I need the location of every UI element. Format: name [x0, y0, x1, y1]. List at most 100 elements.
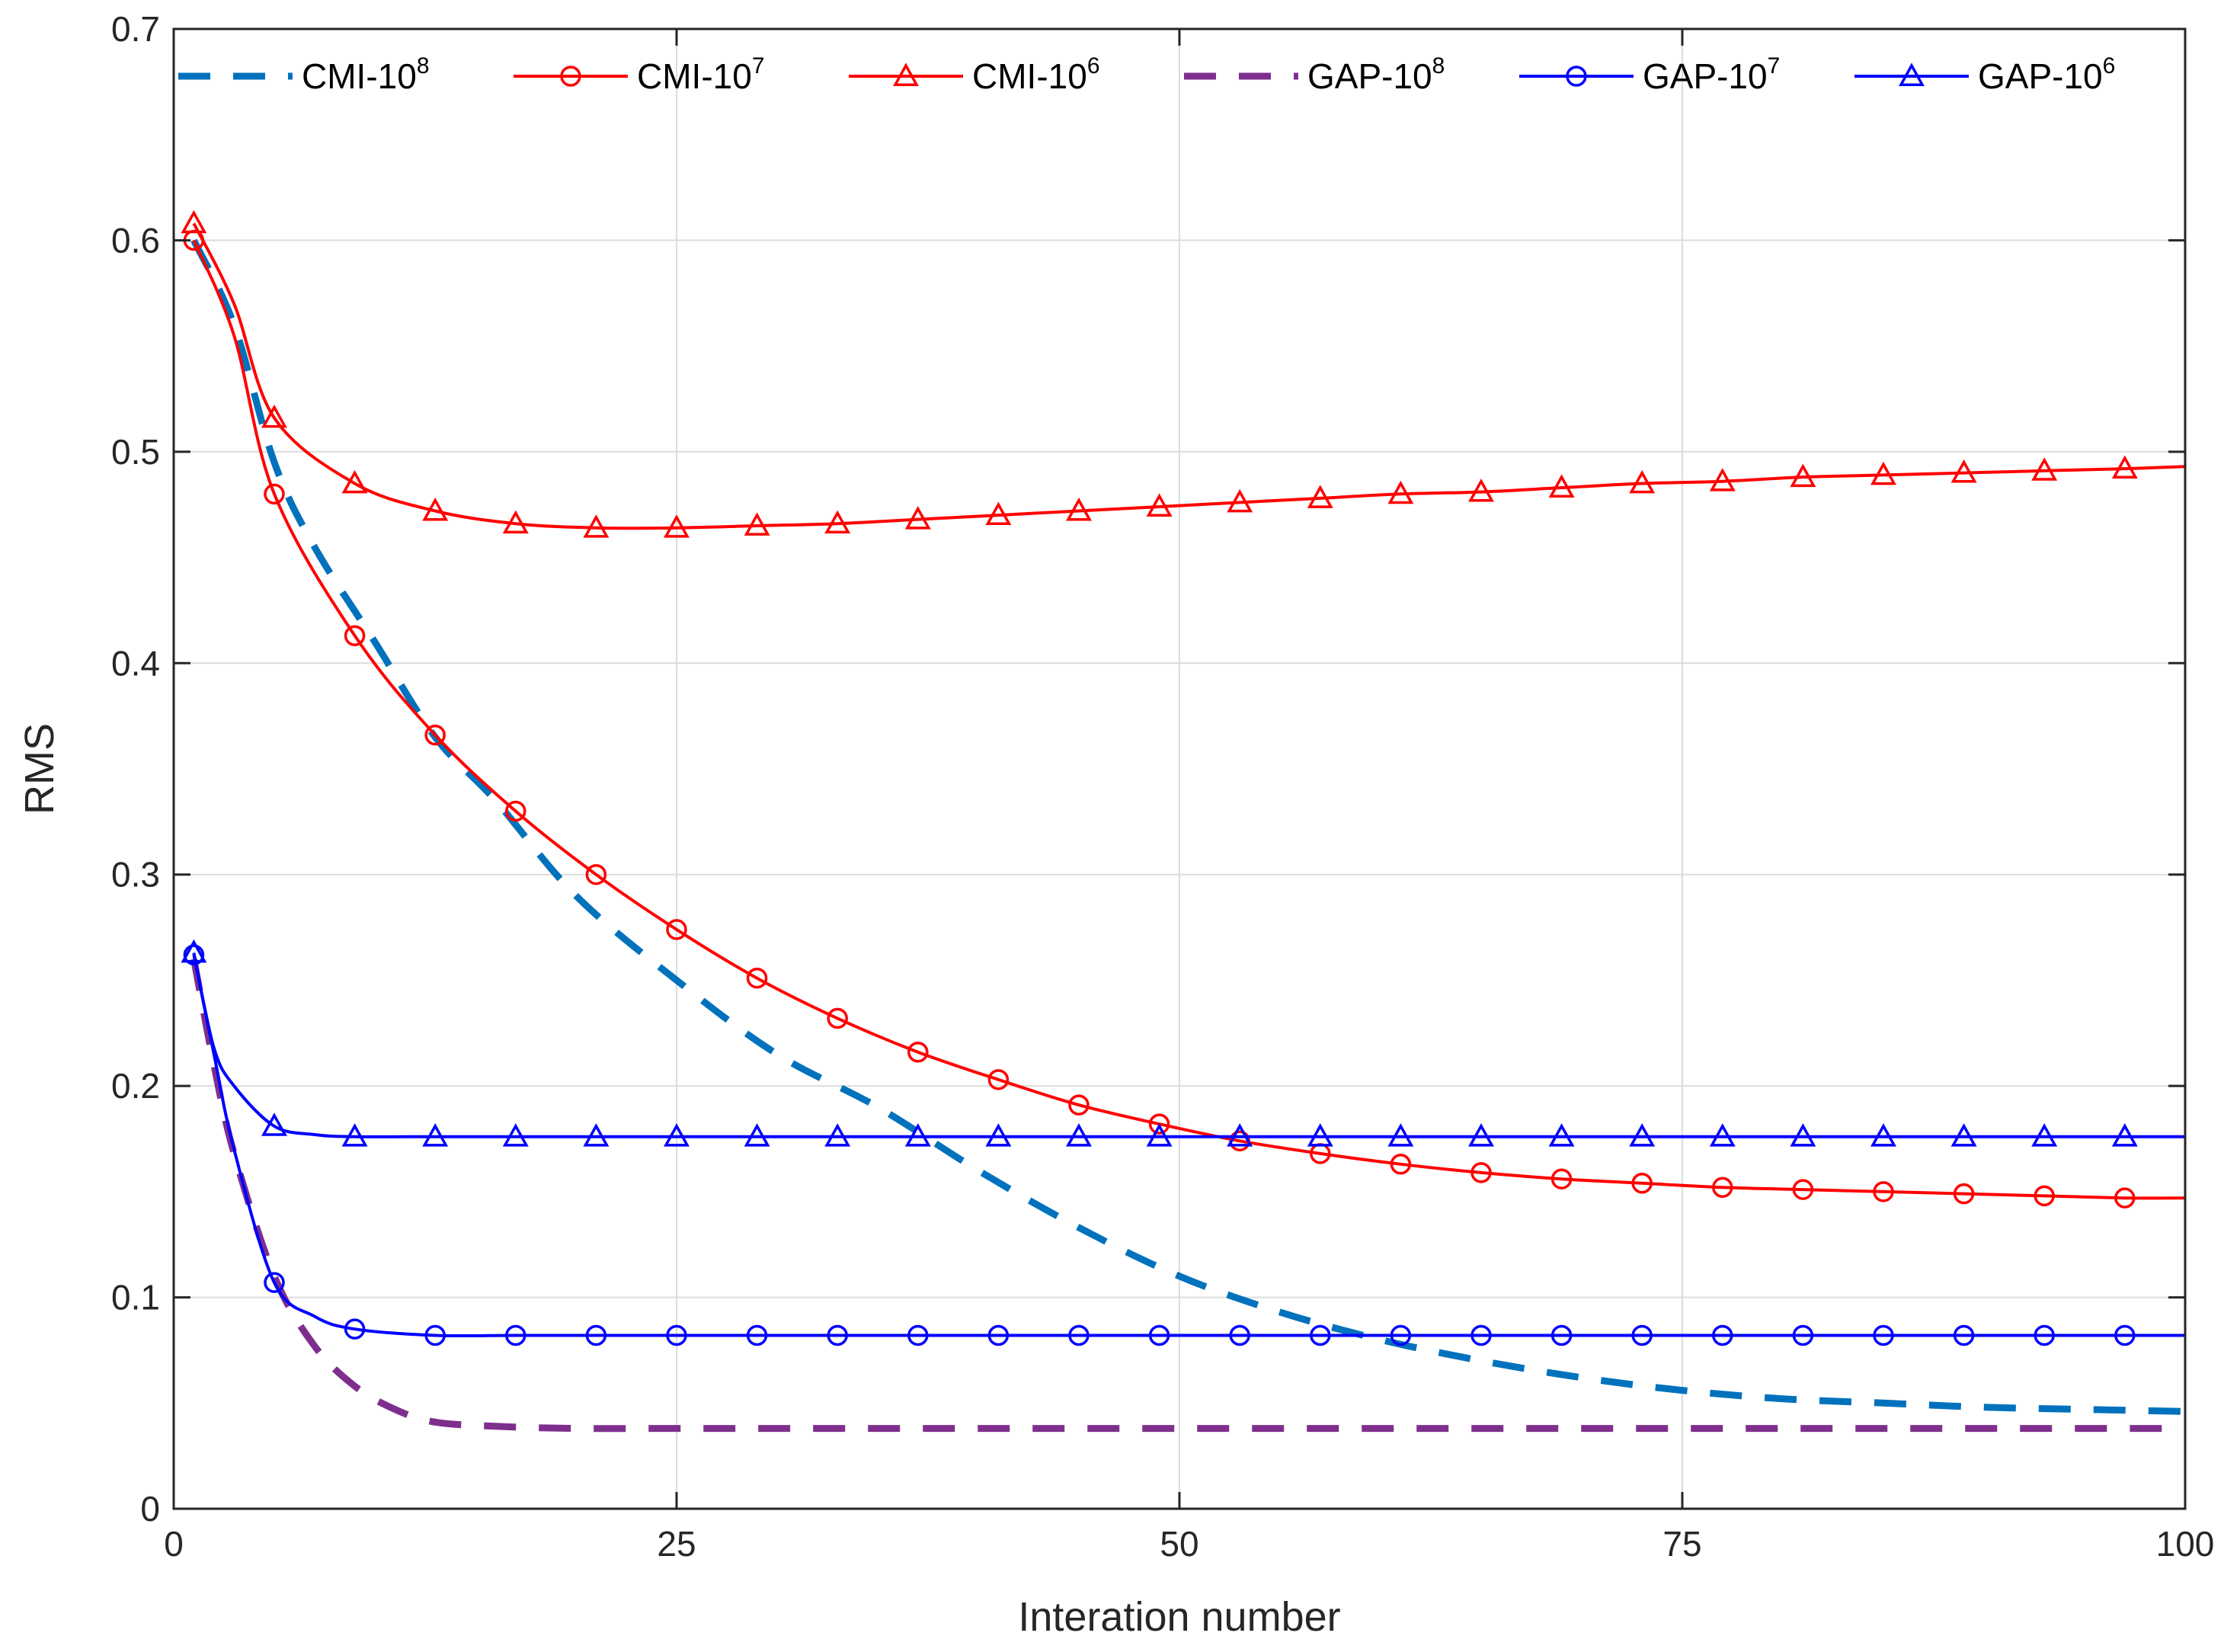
series-gap-10-8 [190, 958, 2185, 1433]
data-point-marker [666, 919, 687, 940]
data-point-marker [904, 506, 931, 530]
data-point-marker [1870, 461, 1896, 485]
data-point-marker [827, 1007, 848, 1029]
data-point-marker [1146, 1123, 1173, 1147]
data-point-marker [1548, 474, 1575, 498]
data-point-marker [585, 863, 607, 885]
legend-item: GAP-107 [1519, 53, 1780, 96]
y-axis-label: RMS [17, 723, 62, 815]
legend: CMI-108 CMI-107 CMI-106 GAP-108 GAP-107 GAP-1… [178, 53, 2115, 96]
legend-marker [560, 66, 581, 87]
y-tick-label: 0.3 [111, 855, 160, 895]
series-line [192, 239, 2186, 1200]
data-point-marker [1629, 1123, 1656, 1147]
data-point-marker [2114, 1324, 2136, 1346]
data-point-marker [183, 944, 205, 965]
series-layer [181, 210, 2186, 1433]
data-point-marker [1873, 1324, 1894, 1346]
data-point-marker [2111, 1123, 2138, 1147]
data-point-marker [1390, 1154, 1412, 1175]
data-point-marker [1631, 1173, 1653, 1194]
data-point-marker [827, 1324, 848, 1346]
data-point-marker [824, 1123, 851, 1147]
legend-item: GAP-106 [1854, 53, 2115, 96]
legend-item: CMI-106 [849, 53, 1100, 96]
data-point-marker [1873, 1181, 1894, 1202]
data-point-marker [985, 501, 1012, 526]
x-tick-label: 75 [1662, 1524, 1701, 1564]
data-point-marker [585, 1324, 607, 1346]
data-point-marker [1068, 1094, 1090, 1116]
data-point-marker [1470, 1324, 1492, 1346]
data-point-marker [424, 1324, 446, 1346]
data-point-marker [1468, 478, 1494, 502]
data-point-marker [1468, 1123, 1494, 1147]
series-line [192, 223, 2186, 530]
data-point-marker [1790, 463, 1816, 488]
data-point-marker [1227, 1123, 1253, 1147]
data-point-marker [1387, 480, 1414, 504]
y-tick-label: 0.7 [111, 9, 160, 49]
axis-ticks: 0 0.1 0.2 0.3 0.4 0.5 0.6 0.7 0 25 50 75 100 [111, 9, 2214, 1564]
data-point-marker [502, 1123, 529, 1147]
data-point-marker [2114, 1187, 2136, 1209]
data-point-marker [1792, 1324, 1814, 1346]
y-tick-label: 0.4 [111, 643, 160, 683]
data-point-marker [261, 404, 287, 428]
legend-label: GAP-106 [1978, 53, 2115, 96]
data-point-marker [2034, 1324, 2055, 1346]
data-point-marker [1548, 1123, 1575, 1147]
series-gap-10-6 [181, 939, 2185, 1147]
data-point-marker [583, 1123, 610, 1147]
data-point-marker [261, 1113, 287, 1136]
legend-item: GAP-108 [1184, 53, 1445, 96]
data-point-marker [1712, 1324, 1733, 1346]
data-point-marker [422, 1123, 449, 1147]
data-point-marker [744, 1123, 770, 1147]
data-point-marker [583, 514, 610, 538]
y-tick-label: 0.6 [111, 220, 160, 260]
data-point-marker [1146, 493, 1173, 517]
data-point-marker [264, 1272, 285, 1293]
data-point-marker [666, 1324, 687, 1346]
series-line [192, 954, 2185, 1338]
data-point-marker [1068, 1324, 1090, 1346]
legend-item: CMI-108 [178, 53, 430, 96]
data-point-marker [907, 1324, 929, 1346]
series-cmi-10-8 [190, 239, 2186, 1415]
data-point-marker [987, 1324, 1010, 1346]
data-point-marker [505, 800, 526, 822]
data-point-marker [664, 514, 690, 538]
data-point-marker [1870, 1123, 1896, 1147]
x-tick-label: 50 [1160, 1524, 1198, 1564]
legend-item: CMI-107 [514, 53, 765, 96]
data-point-marker [1066, 497, 1092, 521]
data-point-marker [746, 1324, 768, 1346]
data-point-marker [344, 1318, 366, 1340]
data-point-marker [1790, 1123, 1816, 1147]
data-point-marker [1307, 1123, 1333, 1147]
series-cmi-10-6 [181, 210, 2186, 538]
x-tick-label: 100 [2156, 1524, 2215, 1564]
data-point-marker [505, 1324, 526, 1346]
data-point-marker [2111, 455, 2138, 479]
y-tick-label: 0.5 [111, 432, 160, 472]
data-point-marker [987, 1069, 1010, 1090]
data-point-marker [1631, 1324, 1653, 1346]
data-point-marker [264, 483, 285, 505]
data-point-marker [907, 1042, 929, 1063]
legend-label: GAP-108 [1307, 53, 1445, 96]
series-line [190, 239, 2186, 1415]
data-point-marker [1148, 1113, 1170, 1135]
legend-marker [1899, 62, 1925, 86]
data-point-marker [1950, 459, 1977, 483]
legend-marker [893, 62, 919, 86]
data-point-marker [502, 510, 529, 534]
data-point-marker [985, 1123, 1012, 1147]
legend-marker [1566, 66, 1587, 87]
y-tick-label: 0 [140, 1489, 160, 1529]
y-tick-label: 0.1 [111, 1278, 160, 1317]
data-point-marker [424, 724, 446, 746]
legend-label: CMI-108 [302, 53, 430, 96]
data-point-marker [2031, 1123, 2058, 1147]
